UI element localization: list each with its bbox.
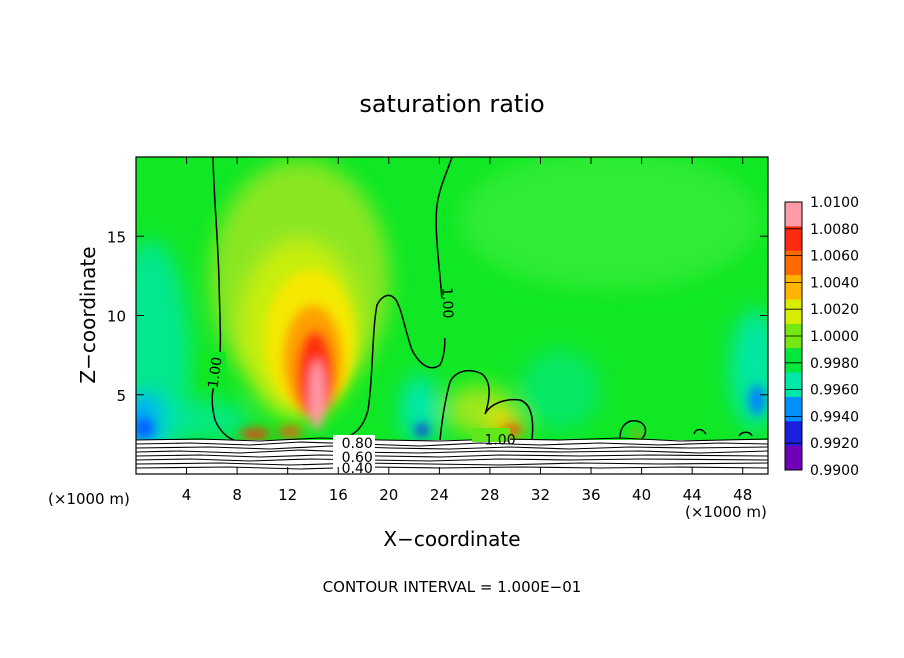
colorbar-swatch: [785, 299, 802, 325]
colorbar-label: 0.9980: [810, 356, 859, 372]
x-unit-label-left: (×1000 m): [48, 490, 130, 508]
x-tick-label: 16: [329, 486, 348, 504]
colorbar-label: 0.9900: [810, 463, 859, 479]
colorbar-label: 0.9940: [810, 409, 859, 425]
x-unit-label-right: (×1000 m): [685, 503, 767, 521]
contour-label: 1.00: [438, 287, 455, 319]
colorbar-swatch: [785, 396, 802, 422]
colorbar-label: 1.0060: [810, 249, 859, 265]
ground-contours: [136, 437, 768, 470]
colorbar-label: 0.9960: [810, 383, 859, 399]
colorbar-swatch: [785, 275, 802, 300]
y-tick-label: 5: [116, 387, 126, 405]
colorbar-label: 0.9920: [810, 436, 859, 452]
x-tick-label: 32: [531, 486, 550, 504]
colorbar-label: 1.0100: [810, 195, 859, 211]
contour-label: 0.60: [342, 450, 373, 466]
colorbar-swatch: [785, 445, 802, 471]
x-tick-label: 44: [683, 486, 702, 504]
x-tick-label: 4: [182, 486, 192, 504]
contour-labels: 1.00 1.00 1.00 0.800.600.40: [206, 287, 516, 477]
colorbar-swatch: [785, 202, 802, 227]
colorbar-label: 1.0000: [810, 329, 859, 345]
y-tick-label: 15: [107, 228, 126, 246]
x-tick-label: 8: [232, 486, 242, 504]
x-axis-label: X−coordinate: [383, 527, 520, 551]
colorbar-swatch: [785, 226, 802, 252]
colorbar-label: 1.0080: [810, 222, 859, 238]
colorbar-label: 1.0040: [810, 275, 859, 291]
colorbar: 1.0100 1.0080 1.0060 1.0040 1.0020 1.0000 0.99…: [784, 195, 859, 479]
plot-area: 1.00 1.00 1.00 0.800.600.40: [136, 157, 768, 477]
contour-label: 1.00: [206, 356, 226, 389]
y-tick-label: 10: [107, 308, 126, 326]
chart-title: saturation ratio: [359, 90, 544, 118]
x-tick-label: 28: [480, 486, 499, 504]
x-tick-label: 20: [379, 486, 398, 504]
field-core: [136, 270, 765, 439]
y-axis-label: Z−coordinate: [76, 246, 100, 383]
x-tick-label: 36: [581, 486, 600, 504]
colorbar-swatch: [785, 421, 802, 447]
x-tick-label: 12: [278, 486, 297, 504]
x-tick-label: 48: [733, 486, 752, 504]
colorbar-swatch: [785, 372, 802, 398]
x-tick-label: 24: [430, 486, 449, 504]
colorbar-label: 1.0020: [810, 302, 859, 318]
contour-interval-note: CONTOUR INTERVAL = 1.000E−01: [323, 578, 582, 596]
contour-label-backgrounds: [200, 298, 510, 472]
colorbar-swatch: [785, 348, 802, 374]
contour-label: 1.00: [484, 433, 515, 449]
colorbar-swatch: [785, 250, 802, 276]
contour-label: 0.40: [342, 461, 373, 477]
y-ticks: 5 10 15: [107, 228, 768, 405]
x-ticks: 4 8 12 16 20 24 28 32 36 40 44 48: [182, 157, 752, 504]
x-tick-label: 40: [632, 486, 651, 504]
contour-label: 0.80: [342, 436, 373, 452]
